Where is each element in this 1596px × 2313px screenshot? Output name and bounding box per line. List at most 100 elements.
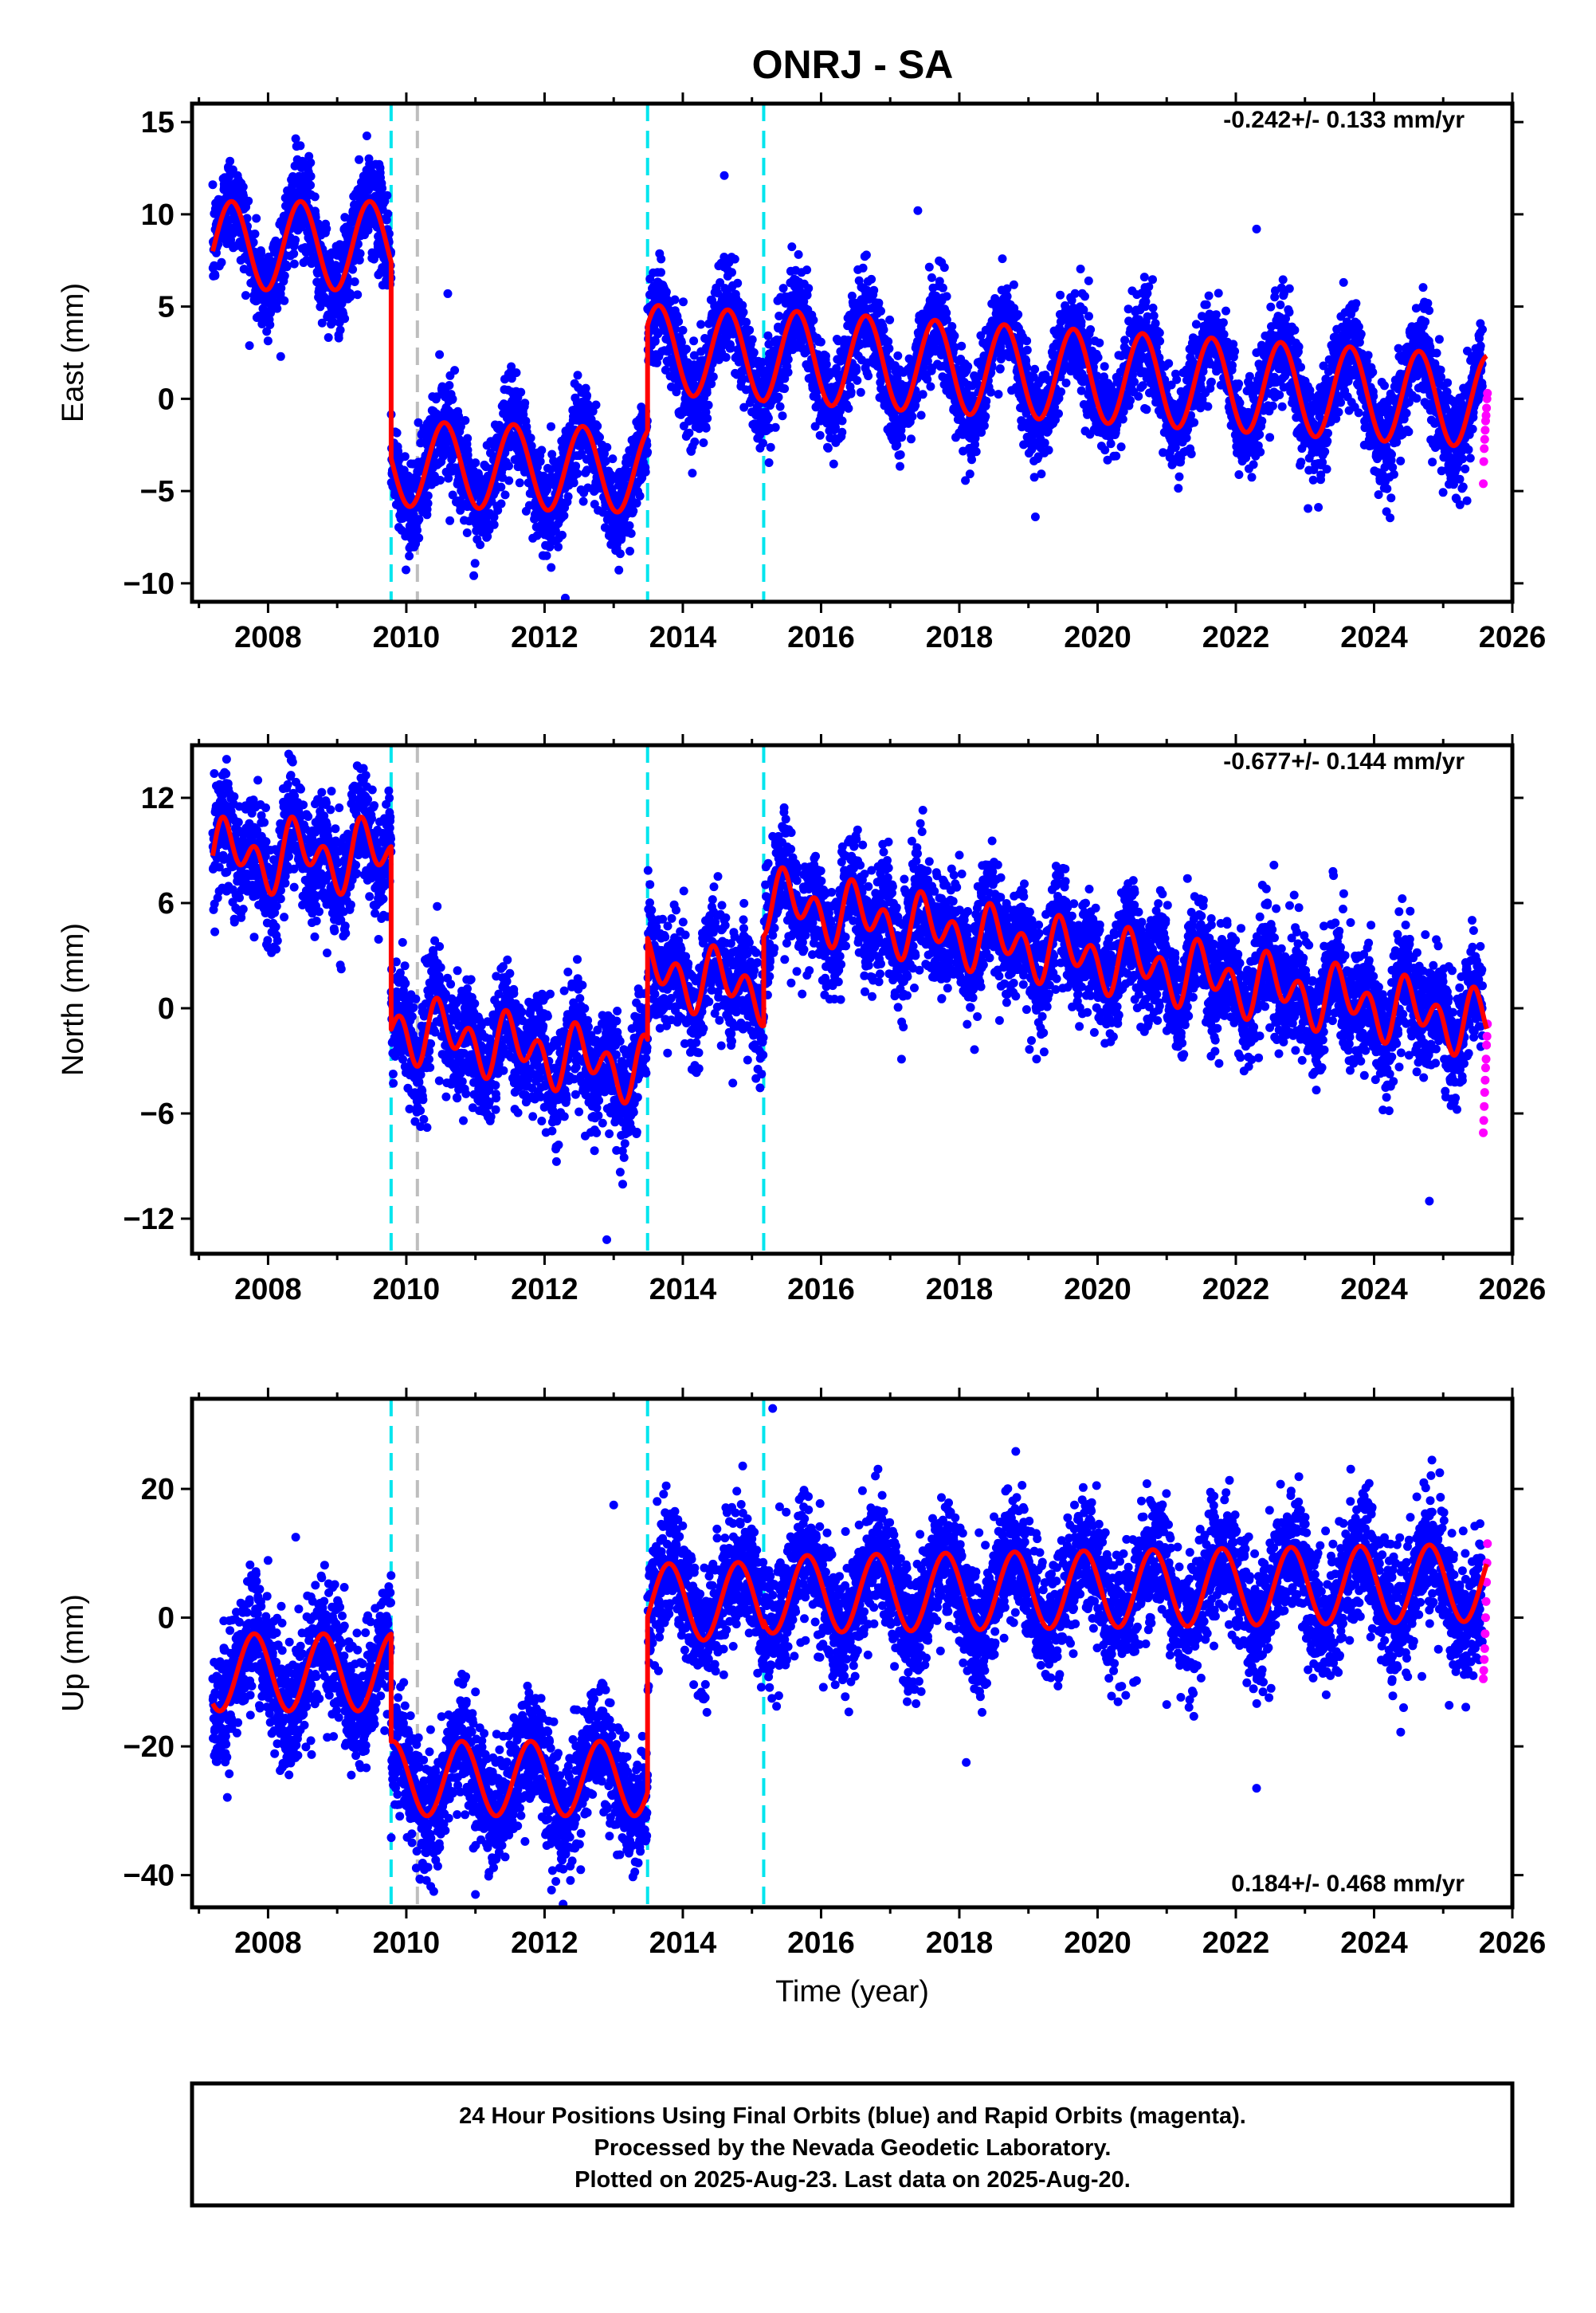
final-orbit-point <box>1080 292 1089 301</box>
final-orbit-point <box>378 183 387 193</box>
final-orbit-point <box>701 423 711 433</box>
final-orbit-point <box>615 549 625 559</box>
final-orbit-point <box>696 320 706 329</box>
final-orbit-point <box>927 273 936 282</box>
final-orbit-point <box>445 381 454 390</box>
final-orbit-point <box>879 325 888 335</box>
final-orbit-point <box>823 443 833 453</box>
final-orbit-point <box>1022 345 1032 355</box>
final-orbit-point <box>353 290 363 300</box>
final-orbit-point <box>809 316 818 325</box>
final-orbit-point <box>554 542 563 552</box>
final-orbit-point <box>500 490 510 500</box>
final-orbit-point <box>641 467 650 477</box>
final-orbit-point <box>766 442 775 452</box>
final-orbit-point <box>1116 442 1126 452</box>
final-orbit-point <box>225 156 235 166</box>
final-orbit-point <box>456 422 465 431</box>
final-orbit-point <box>573 371 582 380</box>
final-orbit-point <box>535 457 545 466</box>
final-orbit-point <box>340 213 350 222</box>
final-orbit-point <box>306 180 316 190</box>
final-orbit-point <box>445 516 455 525</box>
final-orbit-point <box>382 190 392 200</box>
final-orbit-point <box>1130 377 1139 387</box>
final-orbit-point <box>238 183 248 191</box>
final-orbit-point <box>384 229 394 238</box>
final-orbit-point <box>515 478 524 488</box>
final-orbit-point <box>489 520 499 529</box>
final-orbit-point <box>670 295 680 304</box>
final-orbit-point <box>414 515 424 524</box>
final-orbit-point <box>289 249 299 258</box>
final-orbit-point <box>413 525 422 535</box>
final-orbit-point <box>679 297 688 307</box>
final-orbit-point <box>263 336 273 346</box>
final-orbit-point <box>1022 363 1032 372</box>
final-orbit-point <box>981 412 990 421</box>
final-orbit-point <box>965 469 974 479</box>
final-orbit-point <box>471 458 480 468</box>
final-orbit-point <box>461 416 470 425</box>
final-orbit-point <box>355 249 365 258</box>
final-orbit-point <box>573 469 582 478</box>
final-orbit-point <box>1141 296 1151 306</box>
final-orbit-point <box>1118 414 1127 424</box>
final-orbit-point <box>739 308 748 317</box>
final-orbit-point <box>892 440 902 450</box>
final-orbit-point <box>346 292 355 301</box>
final-orbit-point <box>310 192 320 202</box>
final-orbit-point <box>994 390 1003 399</box>
final-orbit-point <box>383 209 393 218</box>
final-orbit-point <box>1037 469 1046 479</box>
final-orbit-point <box>963 362 973 371</box>
final-orbit-point <box>577 449 586 458</box>
final-orbit-point <box>593 422 602 431</box>
final-orbit-point <box>708 372 718 382</box>
final-orbit-point <box>435 350 445 359</box>
final-orbit-point <box>1054 409 1063 418</box>
final-orbit-point <box>282 262 292 272</box>
final-orbit-point <box>296 141 305 151</box>
final-orbit-point <box>405 552 414 561</box>
final-orbit-point <box>291 235 300 245</box>
final-orbit-point <box>635 491 645 501</box>
final-orbit-point <box>998 254 1007 264</box>
final-orbit-point <box>867 274 876 284</box>
final-orbit-point <box>657 254 666 264</box>
final-orbit-point <box>448 490 457 500</box>
final-orbit-point <box>1120 336 1130 345</box>
final-orbit-point <box>661 287 671 296</box>
final-orbit-point <box>340 314 350 324</box>
final-orbit-point <box>1086 325 1096 334</box>
final-orbit-point <box>1134 391 1143 401</box>
final-orbit-point <box>262 327 272 336</box>
final-orbit-point <box>858 263 868 273</box>
final-orbit-point <box>747 335 757 344</box>
final-orbit-point <box>423 491 433 501</box>
final-orbit-point <box>350 277 359 286</box>
final-orbit-point <box>496 482 506 492</box>
final-orbit-point <box>907 434 916 444</box>
final-orbit-point <box>1095 338 1104 348</box>
final-orbit-point <box>967 455 976 465</box>
final-orbit-point <box>778 284 788 293</box>
final-orbit-point <box>276 351 285 361</box>
final-orbit-point <box>730 254 739 264</box>
final-orbit-point <box>971 447 981 457</box>
final-orbit-point <box>1149 311 1159 320</box>
final-orbit-point <box>926 382 935 391</box>
final-orbit-point <box>986 387 995 397</box>
final-orbit-point <box>783 367 793 377</box>
east-panel: 2008 2010 2012 2014 2016 2018 2020 2022 2024 2026… <box>57 92 1546 654</box>
final-orbit-point <box>688 469 697 478</box>
final-orbit-point <box>348 265 358 274</box>
final-orbit-point <box>1139 273 1149 282</box>
final-orbit-point <box>916 410 926 420</box>
final-orbit-point <box>241 291 250 300</box>
final-orbit-point <box>614 565 624 575</box>
final-orbit-point <box>856 387 865 397</box>
final-orbit-point <box>470 559 480 568</box>
final-orbit-point <box>355 255 364 265</box>
final-orbit-point <box>496 499 506 509</box>
